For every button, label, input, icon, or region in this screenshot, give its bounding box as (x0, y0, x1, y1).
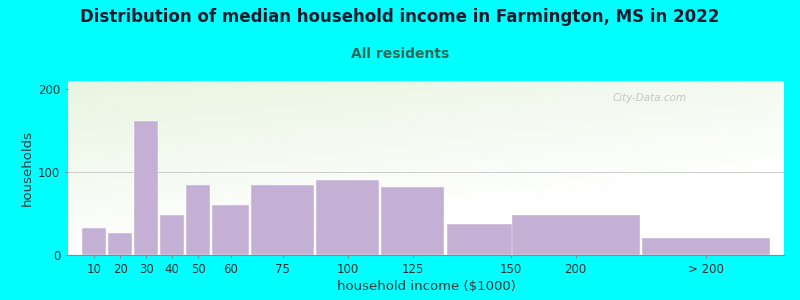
Text: All residents: All residents (351, 46, 449, 61)
Bar (186, 184, 210, 255)
Text: City-Data.com: City-Data.com (612, 93, 686, 103)
X-axis label: household income ($1000): household income ($1000) (337, 280, 515, 293)
Bar (134, 121, 158, 255)
Bar (382, 187, 445, 255)
Bar (212, 205, 250, 255)
Text: Distribution of median household income in Farmington, MS in 2022: Distribution of median household income … (80, 8, 720, 26)
Bar (316, 180, 379, 255)
Bar (108, 232, 132, 255)
Bar (160, 215, 184, 255)
Bar (251, 184, 314, 255)
Y-axis label: households: households (21, 130, 34, 206)
Bar (82, 228, 106, 255)
Bar (446, 224, 574, 255)
Bar (642, 238, 770, 255)
Bar (512, 215, 640, 255)
